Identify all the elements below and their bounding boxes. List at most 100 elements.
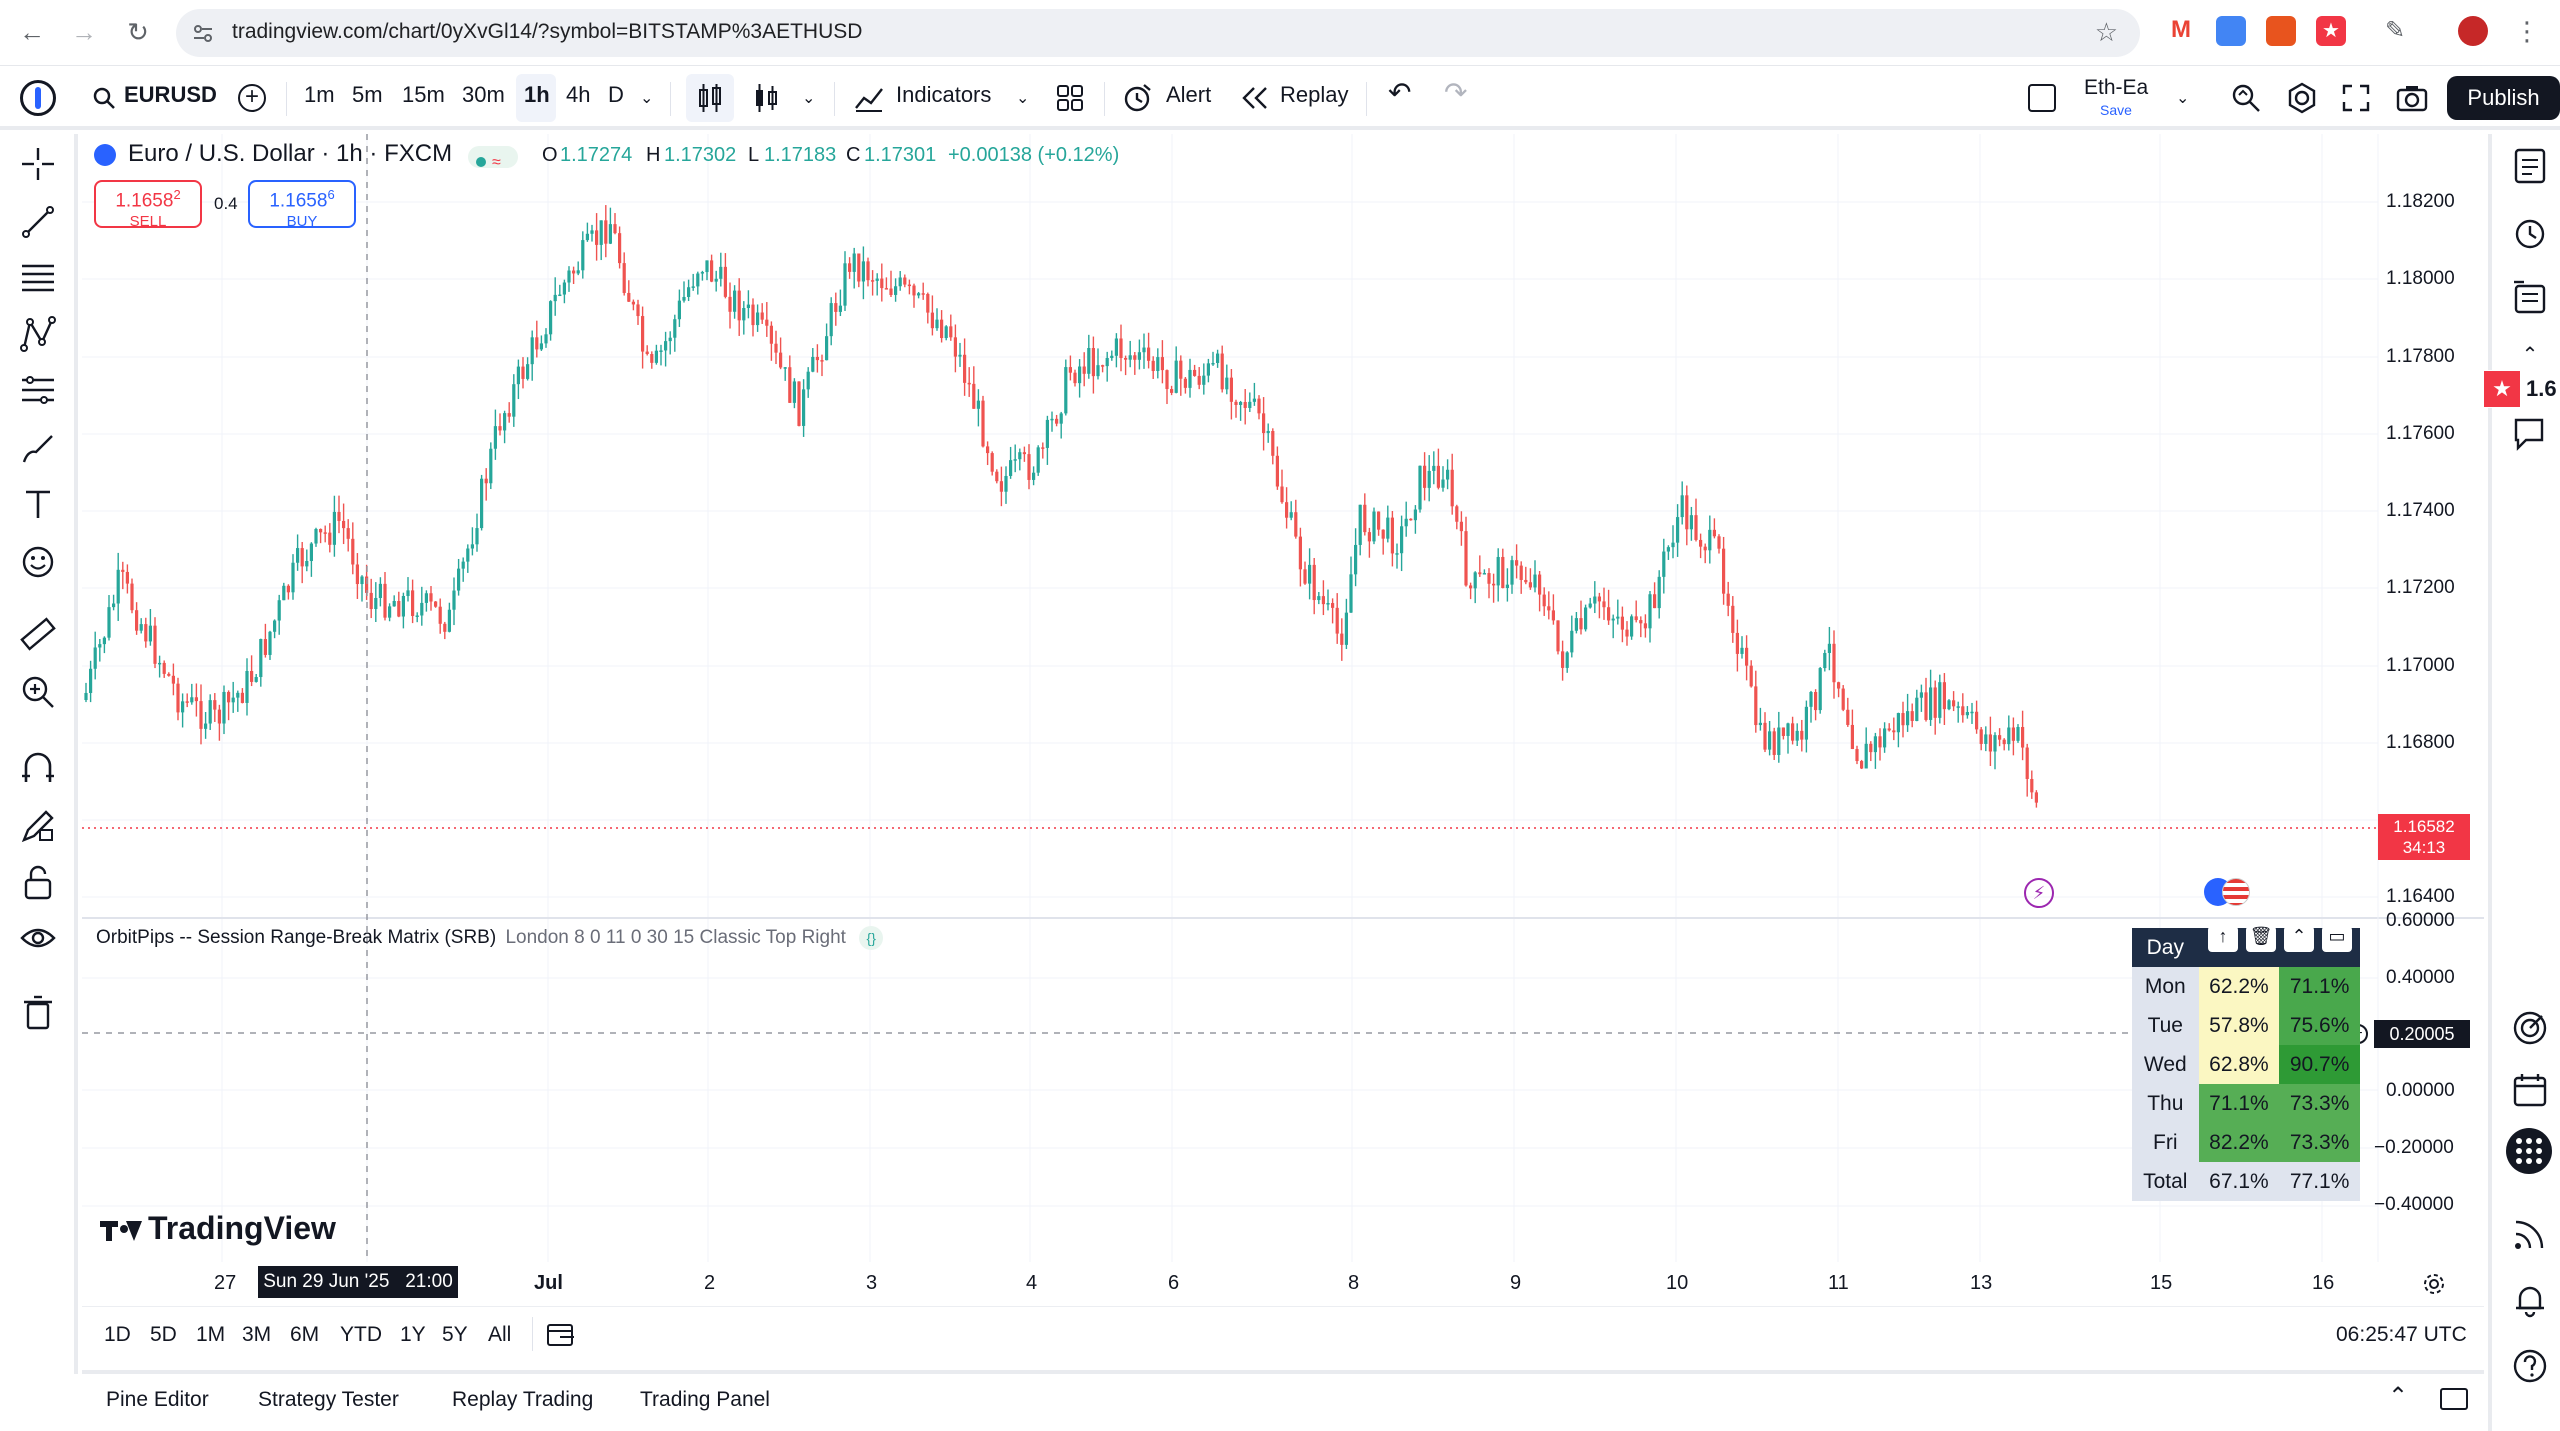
notifications-bell-icon[interactable] [2512,1282,2548,1318]
chat-bubbles-icon[interactable] [2512,416,2548,452]
snapshot-camera-icon[interactable] [2396,84,2428,112]
range-3m[interactable]: 3M [242,1323,272,1346]
lock-drawing-pen-icon[interactable] [20,808,56,844]
fullscreen-icon[interactable] [2342,84,2370,112]
trend-line-icon[interactable] [20,204,56,240]
apps-grid-icon[interactable] [2506,1128,2552,1174]
interval-15m[interactable]: 15m [402,82,445,107]
collapse-pane-icon[interactable]: ⌃ [2284,926,2314,952]
time-axis[interactable]: 27 Jul 2 3 4 6 8 9 10 11 13 15 16 Sun 29… [82,1262,2484,1306]
range-6m[interactable]: 6M [290,1323,320,1346]
current-price-tag[interactable]: 1.16582 34:13 [2378,814,2470,860]
search-icon[interactable] [92,86,116,110]
pattern-tool-icon[interactable] [20,316,56,352]
gmail-icon[interactable]: M [2166,16,2196,46]
range-ytd[interactable]: YTD [340,1323,382,1346]
layout-save-label[interactable]: Save [2100,102,2132,118]
ruler-icon[interactable] [20,616,56,652]
templates-grid-icon[interactable] [1056,84,1084,112]
interval-5m[interactable]: 5m [352,82,383,107]
tab-trading-panel[interactable]: Trading Panel [640,1388,770,1411]
settings-gear-icon[interactable] [2286,82,2318,114]
range-1d[interactable]: 1D [104,1323,131,1346]
layout-select-icon[interactable] [2028,84,2056,112]
text-tool-icon[interactable] [20,486,56,522]
tab-replay-trading[interactable]: Replay Trading [452,1388,594,1411]
help-icon[interactable] [2512,1348,2548,1384]
alert-clock-icon[interactable] [1122,82,1152,114]
sell-button[interactable]: 1.16582 SELL [94,180,202,230]
interval-1d[interactable]: D [608,82,624,107]
range-all[interactable]: All [488,1323,512,1346]
quick-search-icon[interactable] [2230,82,2262,114]
undo-icon[interactable]: ↶ [1388,77,1412,108]
replay-icon[interactable] [1242,86,1268,110]
interval-1m[interactable]: 1m [304,82,335,107]
collapse-panel-chevron-icon[interactable]: ⌃ [2388,1383,2409,1410]
lock-icon[interactable] [20,864,56,900]
symbol-search[interactable]: EURUSD [124,82,217,107]
streams-icon[interactable] [2512,1216,2548,1252]
visibility-eye-icon[interactable] [20,920,56,956]
puzzle-icon[interactable]: ✎ [2384,17,2406,44]
news-list-icon[interactable] [2512,280,2548,316]
indicators-icon[interactable] [854,86,884,112]
range-5y[interactable]: 5Y [442,1323,468,1346]
alert-button[interactable]: Alert [1166,82,1212,107]
forecasting-tool-icon[interactable] [20,372,56,408]
tab-pine-editor[interactable]: Pine Editor [106,1388,209,1411]
tradingview-watermark[interactable]: TradingView [100,1210,336,1247]
time-axis-settings-icon[interactable] [2422,1272,2446,1296]
indicators-button[interactable]: Indicators [896,82,992,107]
move-pane-up-icon[interactable]: ↑ [2208,926,2238,952]
market-status-badge[interactable]: ≈ [468,146,518,171]
interval-1h[interactable]: 1h [524,82,550,107]
indicator-legend[interactable]: OrbitPips -- Session Range-Break Matrix … [96,926,884,950]
hollow-candles-icon[interactable] [752,82,780,114]
zoom-in-icon[interactable] [20,674,56,710]
interval-30m[interactable]: 30m [462,82,505,107]
watchlist-icon[interactable] [2512,148,2548,184]
tab-strategy-tester[interactable]: Strategy Tester [258,1388,399,1411]
indicators-chevron-icon[interactable]: ⌄ [1016,90,1030,107]
maximize-pane-icon[interactable]: ▭ [2322,926,2352,952]
indicator-source-code-icon[interactable]: {} [859,926,884,950]
translate-icon[interactable] [2216,16,2246,46]
bookmark-star-icon[interactable]: ☆ [2094,17,2118,47]
replay-button[interactable]: Replay [1280,82,1349,107]
reload-icon[interactable]: ↻ [127,16,149,47]
calendar-icon[interactable] [2512,1072,2548,1108]
profile-avatar[interactable] [2458,16,2488,46]
user-menu-icon[interactable] [20,80,56,116]
range-5d[interactable]: 5D [150,1323,177,1346]
compare-symbol-icon[interactable]: + [238,84,266,112]
interval-dropdown-chevron-icon[interactable]: ⌄ [640,90,654,107]
redo-icon[interactable]: ↷ [1444,77,1468,108]
go-to-date-icon[interactable] [546,1321,576,1349]
alerts-clock-icon[interactable] [2512,214,2548,250]
address-bar[interactable]: tradingview.com/chart/0yXvGl14/?symbol=B… [176,9,2140,57]
layout-chevron-icon[interactable]: ⌄ [2176,90,2190,107]
fib-retracement-icon[interactable] [20,260,56,296]
symbol-title[interactable]: Euro / U.S. Dollar · 1h · FXCM [128,140,453,167]
tradingview-extension-icon[interactable]: ★ [2316,16,2346,46]
target-icon[interactable] [2512,1010,2548,1046]
extension-icon[interactable] [2266,16,2296,46]
back-icon[interactable]: ← [19,16,45,47]
us-flag-event-icon[interactable] [2222,878,2250,906]
interval-4h[interactable]: 4h [566,82,591,107]
maximize-panel-icon[interactable] [2440,1388,2468,1410]
buy-button[interactable]: 1.16586 BUY [248,180,356,230]
emoji-icon[interactable] [20,544,56,580]
crosshair-icon[interactable] [20,146,56,182]
trash-icon[interactable] [20,994,56,1030]
candles-chart-type-icon[interactable] [696,82,724,114]
layout-name[interactable]: Eth-Ea [2084,76,2149,99]
brush-icon[interactable] [20,430,56,466]
delete-pane-icon[interactable]: 🗑 [2246,926,2276,952]
menu-dots-icon[interactable]: ⋮ [2514,16,2540,46]
lightning-event-icon[interactable]: ⚡ [2024,878,2054,908]
rating-badge[interactable]: ★ 1.6 [2484,370,2560,408]
range-1y[interactable]: 1Y [400,1323,426,1346]
range-1m[interactable]: 1M [196,1323,226,1346]
